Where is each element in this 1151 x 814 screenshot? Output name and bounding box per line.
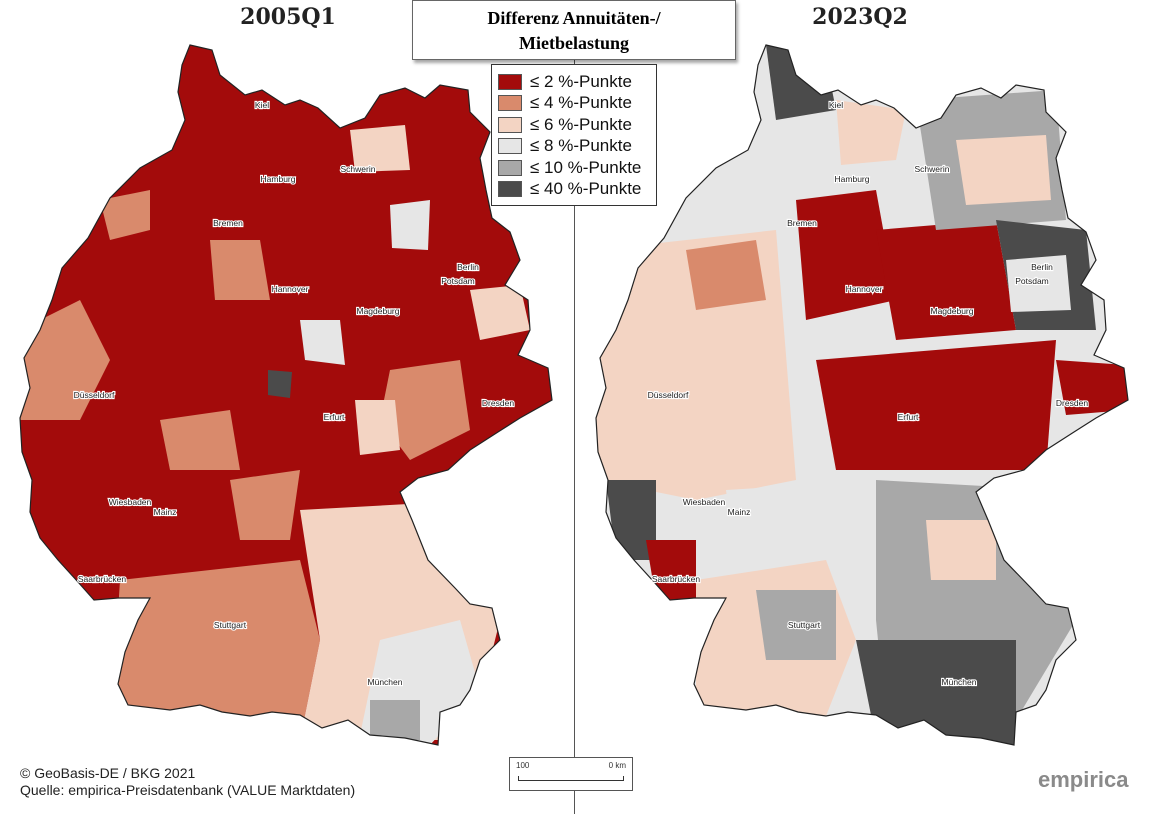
legend-swatch (498, 159, 522, 176)
empirica-logo: empirica (1038, 767, 1129, 792)
source-note: © GeoBasis-DE / BKG 2021 Quelle: empiric… (20, 765, 355, 799)
region-dresden (1056, 360, 1128, 415)
copyright-line: © GeoBasis-DE / BKG 2021 (20, 765, 196, 781)
legend-item: ≤ 40 %-Punkte (498, 179, 650, 201)
legend: ≤ 2 %-Punkte ≤ 4 %-Punkte ≤ 6 %-Punkte ≤… (491, 64, 657, 206)
region-lower-saxony (796, 190, 896, 320)
city-label: Saarbrücken (652, 574, 700, 584)
panel-title-left: 2005Q1 (240, 4, 336, 30)
city-label: Schwerin (341, 164, 376, 174)
scale-bar: 100 0 km (509, 757, 633, 791)
legend-swatch (498, 181, 522, 198)
city-label: Mainz (154, 507, 177, 517)
city-label: Magdeburg (930, 306, 973, 316)
region-bw (110, 560, 320, 740)
city-label: Düsseldorf (74, 390, 115, 400)
region-saarbruecken (646, 540, 696, 600)
region-mainz (726, 485, 816, 570)
region-bavaria-south (856, 640, 1016, 745)
region-mv (390, 200, 430, 250)
city-label: Kiel (255, 100, 269, 110)
city-label: Wiesbaden (109, 497, 152, 507)
region-thuringia (816, 340, 1056, 470)
region-saxony (380, 360, 470, 460)
region-mv-north (350, 125, 410, 172)
legend-label: ≤ 4 %-Punkte (530, 93, 632, 113)
city-label: Dresden (1056, 398, 1088, 408)
scale-line (518, 776, 624, 781)
region-harz (300, 320, 345, 365)
region-berlin (1006, 255, 1071, 312)
region-hannover (210, 240, 270, 300)
city-label: Hamburg (261, 174, 296, 184)
city-label: Wiesbaden (683, 497, 726, 507)
city-label: Düsseldorf (648, 390, 689, 400)
region-mv-inner (956, 135, 1051, 205)
legend-label: ≤ 8 %-Punkte (530, 136, 632, 156)
region-franconia (926, 520, 996, 580)
legend-label: ≤ 2 %-Punkte (530, 71, 632, 91)
city-label: Potsdam (1015, 276, 1049, 286)
region-west (20, 300, 110, 420)
city-label: Potsdam (441, 276, 475, 286)
legend-swatch (498, 73, 522, 90)
map-2023q2: Kiel Hamburg Schwerin Bremen Berlin Potsdam Ha… (595, 44, 1129, 746)
legend-item: ≤ 10 %-Punkte (498, 157, 650, 179)
map-title: Differenz Annuitäten-/ Mietbelastung (412, 0, 736, 60)
scale-left-label: 100 (516, 761, 530, 770)
city-label: Erfurt (324, 412, 345, 422)
germany-outline (595, 44, 1129, 746)
legend-item: ≤ 4 %-Punkte (498, 93, 650, 115)
region-thuringia (355, 400, 400, 455)
city-label: Stuttgart (788, 620, 821, 630)
city-label: Mainz (728, 507, 751, 517)
map-title-line2: Mietbelastung (519, 33, 629, 53)
legend-swatch (498, 138, 522, 155)
region-saar-west (606, 480, 656, 560)
city-label: München (368, 677, 403, 687)
region-alps (370, 700, 420, 740)
region-brandenburg (470, 285, 530, 340)
legend-swatch (498, 116, 522, 133)
legend-label: ≤ 6 %-Punkte (530, 114, 632, 134)
city-label: Bremen (787, 218, 817, 228)
region-hesse-south (230, 470, 300, 540)
region-stuttgart (756, 590, 836, 660)
city-label: Magdeburg (356, 306, 399, 316)
city-label: Berlin (1031, 262, 1053, 272)
region-hesse (160, 410, 240, 470)
city-label: Hannover (846, 284, 883, 294)
region-sh-north (766, 45, 836, 120)
city-label: Bremen (213, 218, 243, 228)
panel-divider (574, 0, 575, 814)
legend-item: ≤ 6 %-Punkte (498, 114, 650, 136)
region-ems (100, 190, 150, 240)
city-label: München (942, 677, 977, 687)
city-label: Hannover (272, 284, 309, 294)
city-label: Schwerin (915, 164, 950, 174)
map-2005q1: Kiel Hamburg Schwerin Bremen Berlin Potsdam Ha… (19, 44, 553, 746)
city-label: Hamburg (835, 174, 870, 184)
region-saxony-anhalt (876, 220, 1016, 340)
source-line: Quelle: empirica-Preisdatenbank (VALUE M… (20, 782, 356, 798)
legend-swatch (498, 95, 522, 112)
legend-item: ≤ 2 %-Punkte (498, 71, 650, 93)
map-title-line1: Differenz Annuitäten-/ (487, 8, 661, 28)
city-label: Stuttgart (214, 620, 247, 630)
city-label: Berlin (457, 262, 479, 272)
city-label: Dresden (482, 398, 514, 408)
legend-item: ≤ 8 %-Punkte (498, 136, 650, 158)
germany-outline (19, 44, 553, 746)
city-label: Erfurt (898, 412, 919, 422)
legend-label: ≤ 40 %-Punkte (530, 179, 642, 199)
city-label: Saarbrücken (78, 574, 126, 584)
region-nrw (686, 240, 766, 310)
city-label: Kiel (829, 100, 843, 110)
region-dark-spot (268, 370, 292, 398)
scale-right-label: 0 km (608, 761, 626, 770)
legend-label: ≤ 10 %-Punkte (530, 157, 642, 177)
region-sh (836, 100, 906, 165)
panel-title-right: 2023Q2 (812, 4, 908, 30)
